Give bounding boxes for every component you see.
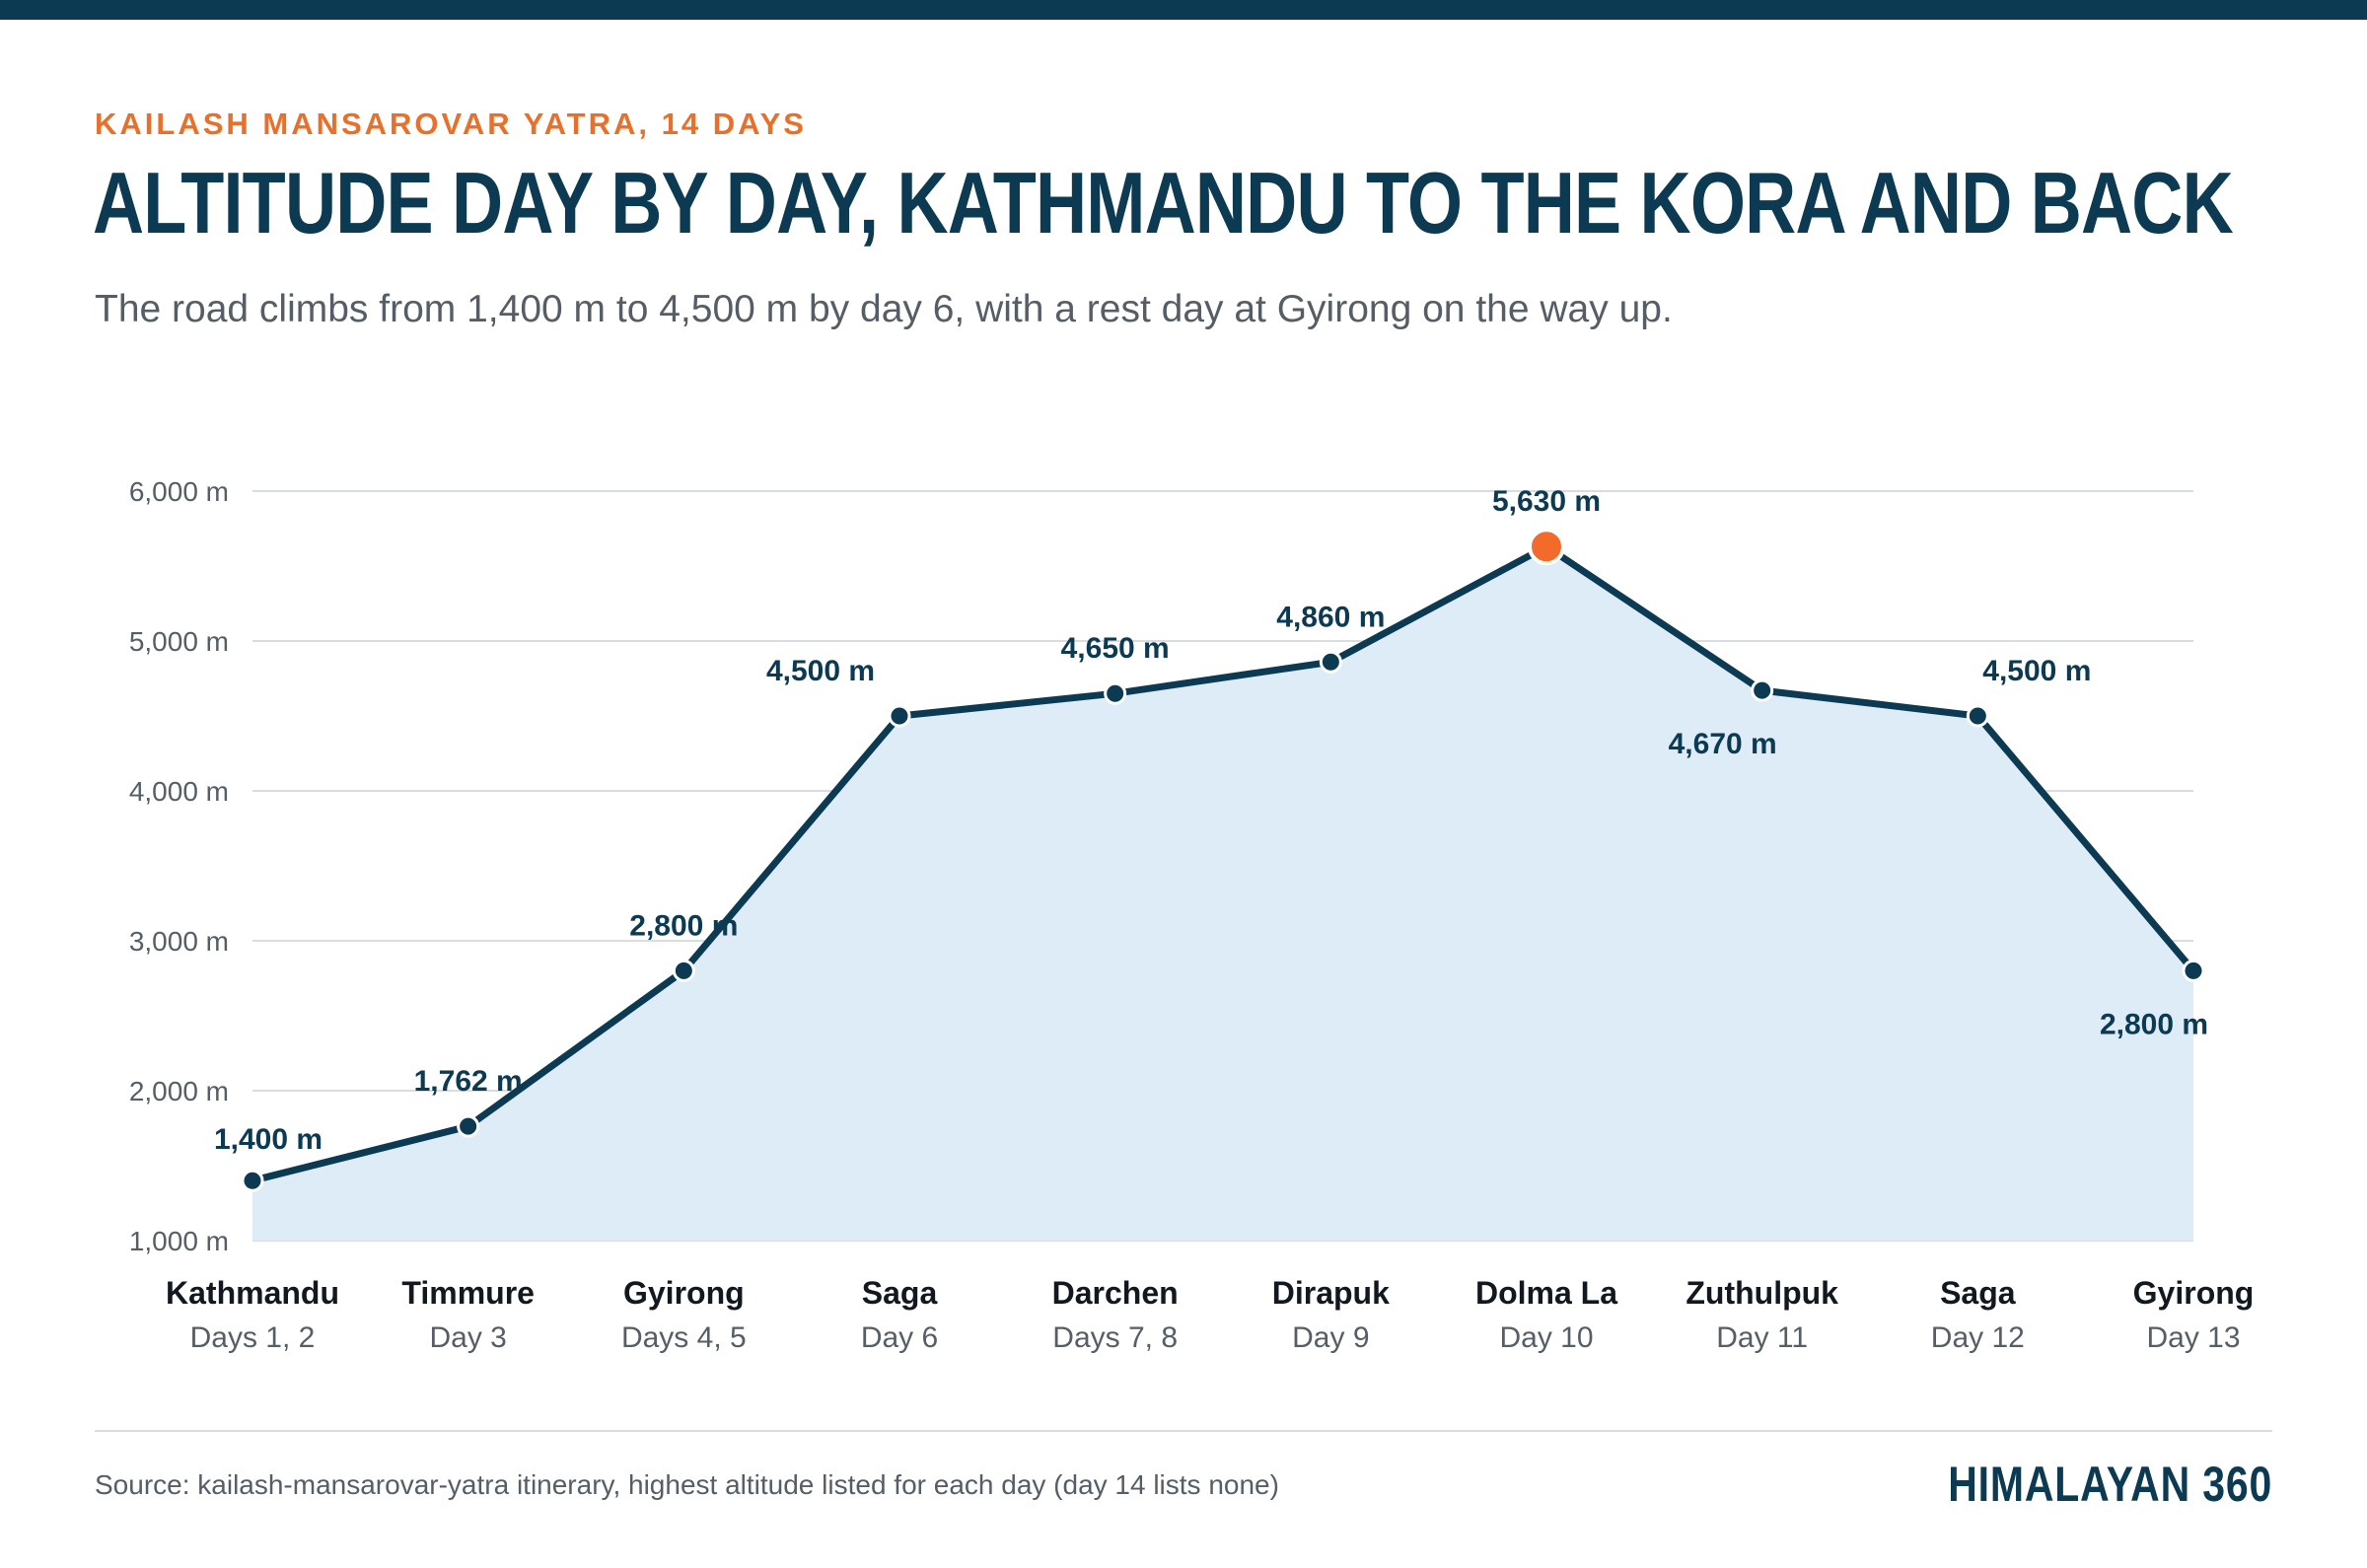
data-label: 4,500 m	[766, 655, 875, 687]
x-tick-place: Zuthulpuk	[1686, 1275, 1838, 1311]
x-axis-ticks: Kathmandu Days 1, 2 Timmure Day 3 Gyirong Day…	[166, 1275, 2254, 1354]
data-point	[1319, 650, 1342, 674]
y-tick-label: 3,000 m	[129, 926, 229, 957]
x-tick-day: Day 10	[1499, 1321, 1593, 1354]
x-tick-day: Day 11	[1716, 1321, 1808, 1354]
x-tick-place: Gyirong	[623, 1275, 745, 1311]
altitude-area	[252, 546, 2193, 1241]
x-tick-place: Saga	[862, 1275, 938, 1311]
peak-data-point	[1528, 528, 1565, 566]
chart-title: ALTITUDE DAY BY DAY, KATHMANDU TO THE KO…	[93, 154, 2234, 251]
x-tick-place: Gyirong	[2133, 1275, 2255, 1311]
data-label: 4,860 m	[1276, 601, 1385, 633]
x-tick-place: Kathmandu	[166, 1275, 339, 1311]
data-point	[888, 704, 911, 728]
x-tick-place: Timmure	[401, 1275, 535, 1311]
chart-subtitle: The road climbs from 1,400 m to 4,500 m …	[95, 288, 1673, 330]
top-accent-bar	[0, 0, 2367, 20]
data-point	[241, 1169, 264, 1192]
data-label: 5,630 m	[1492, 485, 1601, 518]
footer-divider	[95, 1430, 2272, 1432]
x-tick-place: Saga	[1940, 1275, 2016, 1311]
source-note: Source: kailash-mansarovar-yatra itinera…	[95, 1469, 1279, 1500]
data-label: 4,500 m	[1982, 655, 2091, 687]
x-tick-day: Day 13	[2146, 1321, 2240, 1354]
x-tick-place: Dirapuk	[1272, 1275, 1390, 1311]
y-tick-label: 5,000 m	[129, 626, 229, 657]
y-tick-label: 6,000 m	[129, 476, 229, 507]
data-label: 4,670 m	[1669, 728, 1777, 760]
x-tick-place: Darchen	[1052, 1275, 1179, 1311]
x-tick-day: Day 9	[1292, 1321, 1369, 1354]
altitude-line	[251, 542, 2196, 1184]
data-labels: 1,400 m 1,762 m 2,800 m 4,500 m 4,650 m 4,860…	[214, 485, 2208, 1156]
data-label: 2,800 m	[629, 909, 738, 942]
eyebrow-label: KAILASH MANSAROVAR YATRA, 14 DAYS	[95, 107, 807, 141]
brand-logo-text: HIMALAYAN 360	[1948, 1457, 2272, 1512]
y-tick-label: 4,000 m	[129, 776, 229, 807]
x-tick-day: Days 1, 2	[190, 1321, 316, 1354]
data-label: 4,650 m	[1061, 632, 1170, 665]
data-point	[672, 959, 695, 982]
data-point	[1104, 681, 1127, 705]
data-point	[457, 1114, 480, 1138]
y-tick-label: 2,000 m	[129, 1076, 229, 1106]
y-axis-ticks: 1,000 m 2,000 m 3,000 m 4,000 m 5,000 m 6,000…	[129, 476, 229, 1256]
altitude-chart: 1,000 m 2,000 m 3,000 m 4,000 m 5,000 m 6,000…	[129, 476, 2255, 1354]
x-tick-day: Day 6	[861, 1321, 938, 1354]
x-tick-day: Days 4, 5	[621, 1321, 747, 1354]
data-label: 1,400 m	[214, 1123, 323, 1156]
data-point	[1966, 704, 1989, 728]
data-point	[2182, 959, 2205, 982]
x-tick-day: Day 12	[1931, 1321, 2025, 1354]
data-label: 2,800 m	[2100, 1008, 2208, 1040]
x-tick-day: Days 7, 8	[1052, 1321, 1178, 1354]
data-label: 1,762 m	[414, 1065, 523, 1098]
data-points	[241, 528, 2205, 1192]
y-tick-label: 1,000 m	[129, 1226, 229, 1256]
x-tick-day: Day 3	[429, 1321, 506, 1354]
x-tick-place: Dolma La	[1475, 1275, 1617, 1311]
data-point	[1751, 678, 1774, 702]
